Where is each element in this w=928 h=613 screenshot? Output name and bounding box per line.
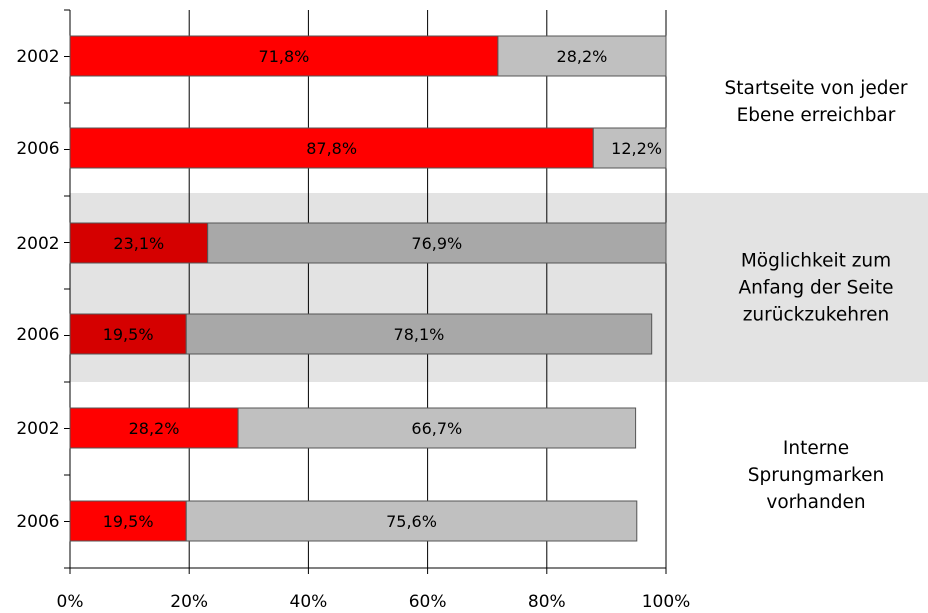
data-label: 12,2% (611, 139, 662, 158)
group-label-line: Anfang der Seite (738, 278, 893, 299)
bar-segment-grey (497, 35, 667, 77)
data-label: 28,2% (557, 47, 608, 66)
group-label-line: Möglichkeit zum (741, 251, 891, 272)
data-label: 76,9% (411, 234, 462, 253)
x-tick-label: 100% (642, 592, 691, 612)
x-tick-label: 0% (57, 592, 84, 612)
bar-segment-grey (237, 407, 637, 449)
group-label-line: Sprungmarken (748, 465, 884, 486)
year-label: 2002 (16, 234, 59, 254)
data-label: 87,8% (306, 139, 357, 158)
data-label: 75,6% (386, 512, 437, 531)
group-label-line: zurückzukehren (743, 305, 890, 326)
year-label: 2002 (16, 419, 59, 439)
data-label: 78,1% (394, 325, 445, 344)
year-label: 2002 (16, 47, 59, 67)
year-label: 2006 (16, 512, 59, 532)
group-label: Möglichkeit zum Anfang der Seite zurückzuk… (738, 251, 893, 326)
bar-segment-grey (207, 222, 667, 264)
data-label: 23,1% (113, 234, 164, 253)
bar-segment-red (69, 407, 239, 449)
bar-segment-grey (185, 313, 653, 355)
group-label-line: Startseite von jeder (725, 78, 908, 99)
bar-segment-grey (592, 127, 667, 169)
group-label: Startseite von jeder Ebene erreichbar (725, 78, 908, 126)
group-label-line: Ebene erreichbar (737, 105, 896, 126)
group-label-line: Interne (783, 438, 849, 459)
bar-segment-red (69, 222, 209, 264)
data-label: 71,8% (259, 47, 310, 66)
data-label: 66,7% (411, 419, 462, 438)
group-label-line: vorhanden (766, 492, 865, 513)
data-label: 28,2% (129, 419, 180, 438)
data-label: 19,5% (103, 325, 154, 344)
year-label: 2006 (16, 325, 59, 345)
x-tick-label: 60% (409, 592, 447, 612)
data-label: 19,5% (103, 512, 154, 531)
bar-segment-grey (185, 500, 638, 542)
bar-segment-red (69, 35, 499, 77)
bar-segment-red (69, 127, 594, 169)
x-tick-label: 80% (528, 592, 566, 612)
x-tick-label: 40% (290, 592, 328, 612)
year-label: 2006 (16, 139, 59, 159)
group-label: Interne Sprungmarken vorhanden (748, 438, 884, 513)
bar-segment-red (69, 313, 187, 355)
bar-segment-red (69, 500, 187, 542)
x-tick-label: 20% (170, 592, 208, 612)
